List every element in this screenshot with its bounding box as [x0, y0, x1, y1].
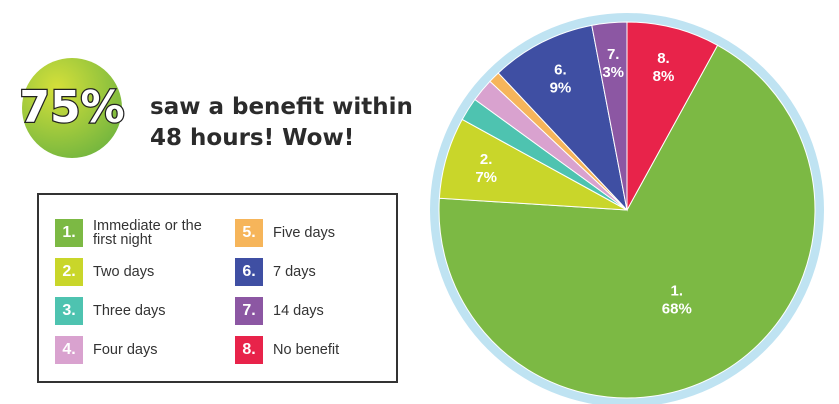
legend-label: No benefit	[273, 342, 340, 358]
legend-item: 8. No benefit	[235, 336, 398, 364]
legend-label: Five days	[273, 225, 336, 241]
headline-figure: 75%	[19, 82, 124, 133]
slice-number: 1.	[671, 283, 684, 300]
slice-label: 8%	[653, 68, 675, 85]
badge-circle	[22, 58, 122, 158]
slice-number: 7.	[607, 46, 620, 63]
legend-item: 6. 7 days	[235, 258, 398, 286]
headline: saw a benefit within 48 hours! Wow!	[150, 94, 413, 151]
slice-label: 3%	[602, 64, 624, 81]
slice-label: 7%	[475, 169, 497, 186]
legend-badge: 4.	[55, 336, 83, 364]
legend-badge: 3.	[55, 297, 83, 325]
legend-badge: 6.	[235, 258, 263, 286]
legend-label: Four days	[93, 342, 158, 358]
legend-item: 4. Four days	[55, 336, 218, 364]
legend-badge: 2.	[55, 258, 83, 286]
legend-label: Immediate or the first night	[93, 218, 202, 248]
pie-slice	[626, 21, 719, 211]
legend-badge: 8.	[235, 336, 263, 364]
slice-label: 9%	[550, 79, 572, 96]
legend-badge: 1.	[55, 219, 83, 247]
legend-item: 3. Three days	[55, 297, 218, 325]
slice-number: 6.	[554, 61, 567, 78]
legend-item: 2. Two days	[55, 258, 218, 286]
legend: 1. Immediate or the first night 2. Two days…	[37, 193, 398, 383]
legend-label: Three days	[93, 303, 166, 319]
pie-slice	[438, 44, 816, 399]
slice-label: 68%	[662, 301, 692, 318]
legend-label: 14 days	[273, 303, 324, 319]
legend-item: 7. 14 days	[235, 297, 398, 325]
legend-label: 7 days	[273, 264, 316, 280]
pie-slice	[497, 24, 628, 212]
legend-badge: 5.	[235, 219, 263, 247]
legend-label: Two days	[93, 264, 155, 280]
legend-badge: 7.	[235, 297, 263, 325]
legend-item: 1. Immediate or the first night	[55, 219, 218, 247]
slice-number: 8.	[657, 50, 670, 67]
slice-number: 2.	[480, 151, 493, 168]
legend-item: 5. Five days	[235, 219, 398, 247]
